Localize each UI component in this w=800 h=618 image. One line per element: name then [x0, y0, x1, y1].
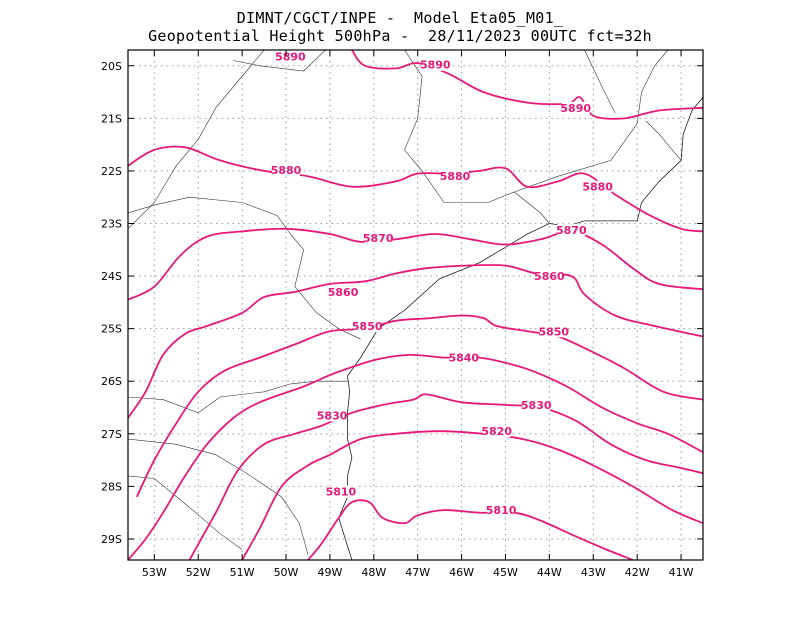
contour-label-bg — [535, 270, 564, 283]
y-tick-label: 25S — [101, 323, 122, 336]
x-tick-label: 43W — [581, 566, 606, 579]
contour-line-5810 — [307, 499, 634, 560]
contour-line-5840 — [128, 353, 703, 560]
x-tick-label: 52W — [186, 566, 211, 579]
contour-lines — [128, 50, 703, 560]
contour-label-5820: 5820 — [481, 425, 512, 438]
contour-label-5890: 5890 — [275, 50, 306, 63]
axis-ticks: 53W 52W 51W 50W 49W 48W 47W 46W 45W 44W 43W 42W 41W 2… — [101, 50, 703, 579]
contour-label-bg — [326, 485, 355, 498]
x-tick-label: 47W — [405, 566, 430, 579]
contour-line-5850 — [135, 314, 703, 498]
contour-label-bg — [522, 398, 551, 411]
state-border — [128, 196, 291, 235]
y-tick-label: 22S — [101, 165, 122, 178]
x-tick-label: 44W — [537, 566, 562, 579]
y-tick-label: 21S — [101, 112, 122, 125]
contour-label-5810: 5810 — [486, 504, 517, 517]
coastline — [338, 97, 703, 560]
state-border — [233, 50, 326, 72]
geography-lines — [128, 50, 703, 560]
x-tick-label: 41W — [669, 566, 694, 579]
contour-label-5810: 5810 — [326, 486, 357, 499]
contour-label-bg — [318, 409, 347, 422]
contour-label-5880: 5880 — [440, 170, 471, 183]
contour-line-5820 — [241, 430, 703, 560]
state-border — [128, 50, 265, 230]
contour-label-5880: 5880 — [582, 181, 613, 194]
x-tick-label: 46W — [449, 566, 474, 579]
grid-lines — [128, 50, 703, 560]
contour-label-bg — [561, 101, 590, 114]
contour-label-5890: 5890 — [420, 59, 451, 72]
x-tick-label: 48W — [361, 566, 386, 579]
contour-line-5880 — [128, 145, 703, 233]
contour-label-bg — [272, 163, 301, 176]
contour-label-5860: 5860 — [534, 270, 565, 283]
y-tick-label: 29S — [101, 533, 122, 546]
state-border — [645, 120, 682, 161]
contour-label-bg — [441, 170, 470, 183]
contour-line-5890 — [351, 50, 703, 120]
contour-label-5860: 5860 — [328, 286, 359, 299]
state-border — [404, 50, 550, 224]
contour-label-5870: 5870 — [556, 224, 587, 237]
state-border — [514, 50, 669, 193]
contour-label-5880: 5880 — [271, 164, 302, 177]
state-border — [584, 50, 616, 114]
x-tick-label: 42W — [625, 566, 650, 579]
contour-label-5830: 5830 — [521, 399, 552, 412]
contour-label-5850: 5850 — [352, 320, 383, 333]
contour-label-bg — [364, 232, 393, 245]
chart-title-line-2: Geopotential Height 500hPa - 28/11/2023 … — [148, 27, 652, 45]
contour-label-bg — [583, 180, 612, 193]
x-tick-label: 50W — [274, 566, 299, 579]
y-tick-label: 26S — [101, 375, 122, 388]
state-border — [128, 380, 348, 414]
state-border — [128, 438, 309, 555]
x-tick-label: 53W — [142, 566, 167, 579]
contour-label-bg — [482, 425, 511, 438]
contour-line-5830 — [188, 393, 703, 560]
x-tick-label: 45W — [493, 566, 518, 579]
contour-labels: 5890 5890 5890 5880 5880 5880 5870 5870 5860 5860… — [271, 50, 613, 517]
contour-label-bg — [276, 50, 305, 63]
contour-label-5870: 5870 — [363, 232, 394, 245]
contour-label-5830: 5830 — [317, 409, 348, 422]
contour-label-bg — [487, 504, 516, 517]
contour-line-5860 — [128, 263, 703, 419]
chart-title-line-1: DIMNT/CGCT/INPE - Model Eta05_M01_ — [236, 9, 564, 27]
contour-label-bg — [329, 285, 358, 298]
contour-label-bg — [353, 320, 382, 333]
y-tick-label: 23S — [101, 218, 122, 231]
y-tick-label: 24S — [101, 270, 122, 283]
contour-label-bg — [449, 351, 478, 364]
contour-label-bg — [421, 58, 450, 71]
contour-label-5890: 5890 — [560, 102, 591, 115]
contour-line-5870 — [128, 227, 703, 301]
plot-frame — [127, 49, 704, 561]
x-tick-label: 49W — [317, 566, 342, 579]
contour-label-5840: 5840 — [448, 352, 479, 365]
y-tick-label: 27S — [101, 428, 122, 441]
x-tick-label: 51W — [230, 566, 255, 579]
y-tick-label: 28S — [101, 480, 122, 493]
contour-label-bg — [557, 223, 586, 236]
y-tick-label: 20S — [101, 60, 122, 73]
contour-label-bg — [539, 325, 568, 338]
contour-label-5850: 5850 — [538, 325, 569, 338]
